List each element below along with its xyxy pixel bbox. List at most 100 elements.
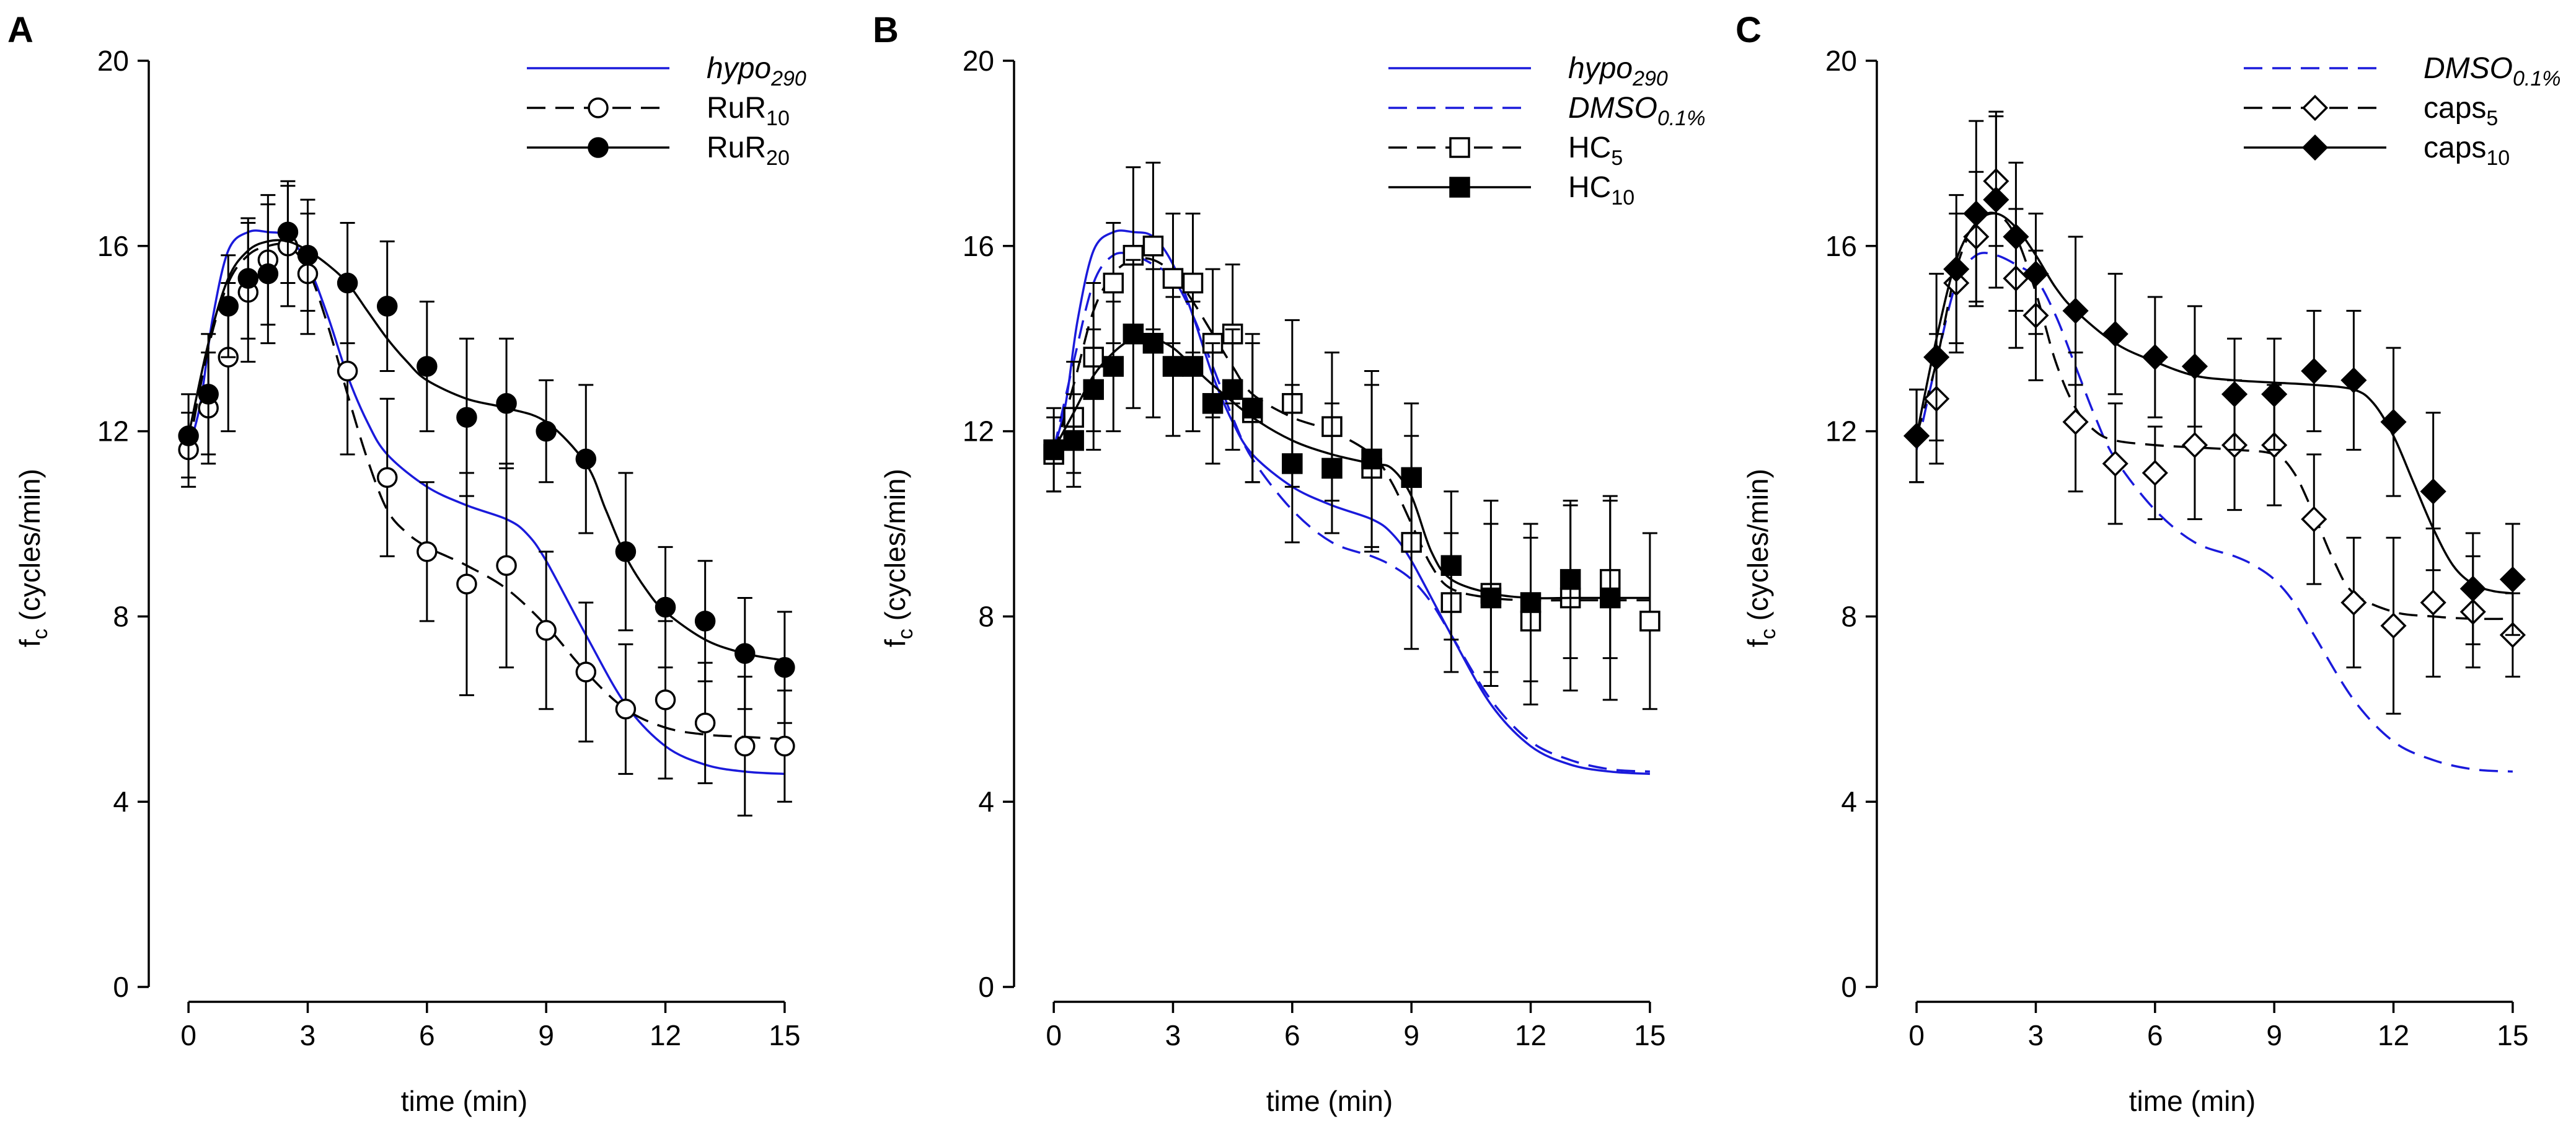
x-tick-label: 15 (2497, 1019, 2528, 1051)
legend-swatch-marker (588, 137, 609, 158)
x-tick-label: 3 (300, 1019, 316, 1051)
data-point (2102, 450, 2128, 477)
legend-label: hypo290 (707, 52, 806, 91)
data-point (734, 643, 756, 664)
legend-label-sub: 290 (1632, 67, 1668, 91)
data-point (496, 393, 517, 414)
legend-label-main: caps (2424, 92, 2486, 125)
legend-label: caps5 (2424, 92, 2498, 130)
y-tick-label: 4 (113, 785, 129, 818)
legend-label-sub: 5 (1611, 146, 1623, 170)
data-point (456, 573, 477, 595)
data-point (1963, 200, 1990, 227)
data-point (376, 467, 398, 489)
data-point (1440, 555, 1462, 576)
data-point (2340, 367, 2367, 394)
y-axis-title-sub: c (894, 629, 917, 639)
y-axis-title-main: f (1742, 639, 1774, 647)
legend-label-main: DMSO (2424, 52, 2513, 85)
x-tick-label: 15 (1634, 1019, 1665, 1051)
data-point (575, 661, 597, 683)
data-point (2301, 358, 2327, 384)
data-point (2142, 459, 2168, 486)
x-axis-title: time (min) (1266, 1085, 1393, 1117)
data-point (178, 425, 199, 446)
y-axis-title-rest: (cycles/min) (1742, 469, 1774, 629)
data-point (277, 221, 299, 243)
legend-label-main: HC (1568, 131, 1611, 164)
data-point (1943, 256, 1970, 283)
legend-label-main: caps (2424, 131, 2486, 164)
data-point (2142, 344, 2168, 371)
data-point (575, 448, 597, 470)
data-point (496, 555, 517, 576)
x-tick-label: 9 (1403, 1019, 1419, 1051)
data-point (198, 384, 219, 405)
data-point (615, 541, 637, 562)
data-point (2340, 589, 2367, 616)
series-DMSO0.1% (1915, 252, 2513, 773)
y-tick-label: 8 (113, 600, 129, 632)
y-axis-title-rest: (cycles/min) (879, 469, 911, 629)
x-tick-label: 12 (2378, 1019, 2409, 1051)
data-point (2003, 223, 2029, 250)
panel-letter: A (7, 10, 33, 50)
series-line (187, 239, 785, 662)
data-point (2062, 298, 2089, 324)
legend-label-sub: 10 (766, 107, 790, 130)
y-tick-label: 12 (97, 415, 129, 448)
data-point (1242, 397, 1263, 418)
data-point (536, 420, 557, 442)
data-point (694, 611, 716, 632)
series-RuR20 (178, 180, 795, 724)
data-point (774, 657, 795, 678)
data-point (1043, 439, 1064, 461)
legend-label: DMSO0.1% (1568, 92, 1706, 130)
legend-swatch-marker (2301, 94, 2329, 122)
x-tick-label: 0 (1046, 1019, 1062, 1051)
data-point (257, 263, 279, 285)
data-point (1903, 422, 1930, 449)
x-tick-label: 12 (1515, 1019, 1546, 1051)
data-point (237, 268, 259, 289)
data-point (218, 296, 239, 317)
x-tick-label: 0 (180, 1019, 196, 1051)
y-tick-label: 0 (978, 971, 994, 1003)
data-point (417, 541, 438, 562)
legend-label: DMSO0.1% (2424, 52, 2561, 91)
legend-label-sub: 10 (1611, 186, 1634, 210)
y-axis-title-main: f (879, 639, 911, 647)
data-point (774, 735, 795, 757)
series-HC10 (1043, 259, 1650, 701)
data-point (337, 272, 358, 294)
legend-label-sub: 20 (766, 146, 790, 170)
data-point (2261, 381, 2288, 407)
data-point (1559, 568, 1581, 590)
x-tick-label: 15 (769, 1019, 800, 1051)
data-point (2221, 381, 2248, 407)
y-axis-title-sub: c (1757, 629, 1780, 639)
data-point (1923, 344, 1950, 371)
y-tick-label: 20 (963, 45, 994, 77)
data-point (1282, 453, 1303, 474)
y-tick-label: 8 (978, 600, 994, 632)
y-axis-title-sub: c (29, 629, 52, 639)
y-tick-label: 16 (1825, 230, 1857, 262)
legend-label: HC5 (1568, 131, 1623, 170)
data-point (1639, 611, 1661, 632)
legend-swatch-marker (1449, 137, 1470, 158)
legend-label-main: hypo (707, 52, 771, 85)
y-axis-title-main: f (14, 639, 46, 647)
x-tick-label: 6 (1284, 1019, 1300, 1051)
legend-label-main: RuR (707, 131, 766, 164)
series-line (1052, 257, 1650, 602)
y-tick-label: 12 (963, 415, 994, 448)
data-point (536, 620, 557, 641)
panel-letter: C (1736, 10, 1762, 50)
legend-label: caps10 (2424, 131, 2510, 170)
y-axis-title: fc (cycles/min) (1742, 469, 1780, 647)
